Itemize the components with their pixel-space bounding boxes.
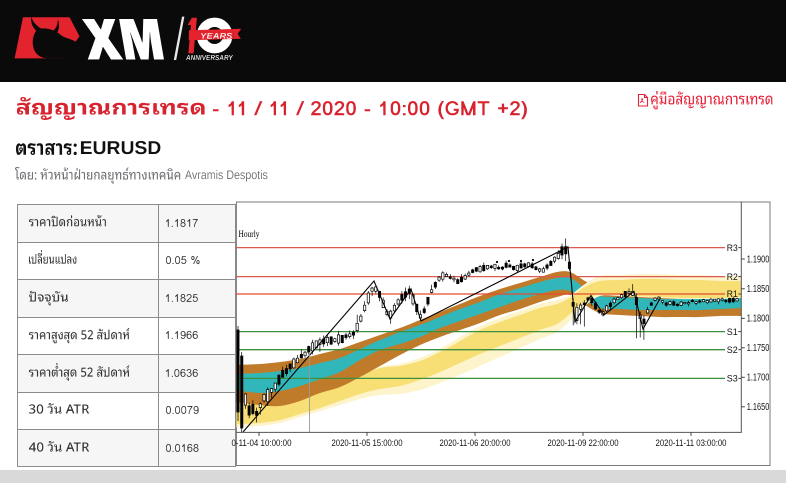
svg-text:2020-11-09 22:00:00: 2020-11-09 22:00:00 — [548, 438, 619, 448]
svg-text:R3: R3 — [727, 243, 738, 254]
svg-text:2020-11-06 20:00:00: 2020-11-06 20:00:00 — [440, 438, 511, 448]
svg-text:S3: S3 — [727, 374, 738, 385]
svg-text:2020-11-05 15:00:00: 2020-11-05 15:00:00 — [332, 438, 403, 448]
svg-text:S2: S2 — [727, 345, 738, 356]
svg-text:Hourly: Hourly — [239, 230, 260, 240]
svg-text:0-11-04 10:00:00: 0-11-04 10:00:00 — [232, 438, 292, 448]
svg-text:1.1750: 1.1750 — [747, 343, 770, 354]
svg-text:2020-11-11 03:00:00: 2020-11-11 03:00:00 — [656, 438, 727, 448]
svg-text:R1: R1 — [727, 289, 738, 300]
svg-text:1.1900: 1.1900 — [747, 254, 770, 265]
svg-text:S1: S1 — [727, 327, 738, 338]
svg-text:1.1650: 1.1650 — [747, 402, 770, 413]
svg-text:1.1800: 1.1800 — [747, 314, 770, 325]
svg-text:1.1700: 1.1700 — [747, 373, 770, 384]
svg-text:R2: R2 — [727, 272, 738, 283]
svg-text:1.1850: 1.1850 — [747, 284, 770, 295]
